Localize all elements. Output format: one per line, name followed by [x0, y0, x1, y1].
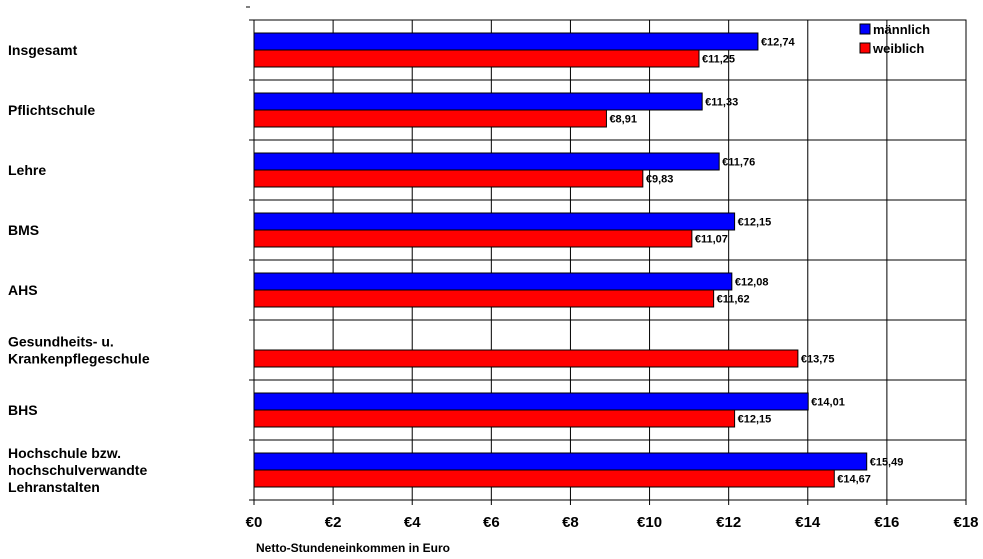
data-label: €11,07: [695, 234, 728, 246]
data-label: €11,76: [722, 157, 755, 169]
category-label: Lehre: [8, 162, 46, 178]
category-label: Hochschule bzw.: [8, 445, 121, 461]
bar-maennlich: [253, 92, 703, 111]
x-tick-label: €4: [404, 514, 421, 531]
legend-label: weiblich: [872, 41, 924, 56]
category-label: Krankenpflegeschule: [8, 351, 150, 367]
bar-maennlich: [253, 272, 733, 291]
bar-weiblich: [253, 349, 799, 368]
x-tick-label: €18: [953, 514, 978, 531]
bar-weiblich: [253, 469, 835, 488]
data-label: €11,25: [702, 54, 735, 66]
bar-weiblich: [253, 49, 700, 68]
x-tick-label: €0: [246, 514, 263, 531]
category-label: hochschulverwandte: [8, 462, 147, 478]
data-label: €11,62: [717, 294, 750, 306]
data-label: €11,33: [705, 97, 738, 109]
bar-weiblich: [253, 109, 607, 128]
bar-maennlich: [253, 452, 868, 471]
data-label: €8,91: [609, 114, 637, 126]
data-label: €14,01: [811, 397, 845, 409]
data-label: €14,67: [837, 474, 871, 486]
legend-swatch-weiblich: [859, 42, 871, 54]
bar-maennlich: [253, 392, 809, 411]
x-tick-label: €14: [795, 514, 821, 531]
x-tick-label: €16: [874, 514, 899, 531]
category-label: Gesundheits- u.: [8, 334, 114, 350]
x-tick-label: €12: [716, 514, 741, 531]
bar-weiblich: [253, 289, 715, 308]
data-label: €13,75: [801, 354, 835, 366]
data-label: €12,15: [738, 414, 772, 426]
data-label: €12,08: [735, 277, 769, 289]
data-label: €15,49: [870, 457, 904, 469]
x-axis-title: Netto-Stundeneinkommen in Euro: [256, 541, 450, 555]
category-label: BHS: [8, 402, 38, 418]
bar-weiblich: [253, 409, 736, 428]
bar-maennlich: [253, 152, 720, 171]
data-label: €12,74: [761, 37, 796, 49]
bar-maennlich: [253, 32, 759, 51]
x-tick-label: €2: [325, 514, 342, 531]
category-label: Insgesamt: [8, 42, 78, 58]
data-label: €9,83: [646, 174, 674, 186]
data-label: €12,15: [738, 217, 772, 229]
x-tick-label: €6: [483, 514, 500, 531]
category-label: BMS: [8, 222, 39, 238]
category-label: AHS: [8, 282, 38, 298]
bar-weiblich: [253, 229, 693, 248]
bar-maennlich: [253, 212, 736, 231]
category-label: Pflichtschule: [8, 102, 95, 118]
legend-swatch-maennlich: [859, 23, 871, 35]
legend-label: männlich: [873, 22, 930, 37]
x-tick-label: €8: [562, 514, 579, 531]
category-label: Lehranstalten: [8, 479, 100, 495]
x-tick-label: €10: [637, 514, 662, 531]
bar-weiblich: [253, 169, 644, 188]
